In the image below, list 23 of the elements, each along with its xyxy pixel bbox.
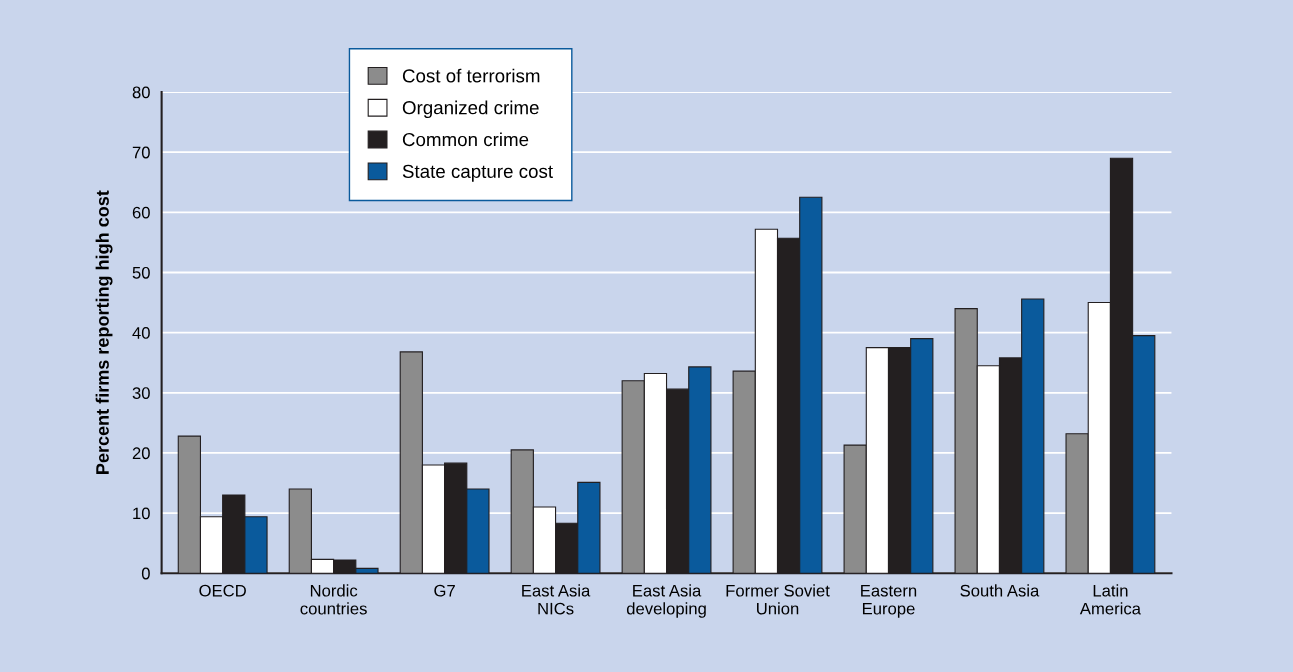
x-tick-label: Nordic countries: [300, 584, 367, 615]
x-tick-label: Latin America: [1079, 584, 1141, 615]
x-tick-label: East Asia NICs: [522, 584, 591, 615]
y-tick-label: 60: [132, 206, 150, 219]
y-tick-label: 80: [132, 86, 150, 99]
y-tick-label: 0: [141, 567, 150, 580]
x-tick-label: Eastern Europe: [861, 584, 917, 618]
legend-label: State capture cost: [402, 164, 553, 182]
x-tick-label: South Asia: [960, 584, 1040, 597]
legend-label: Cost of terrorism: [402, 68, 540, 83]
y-tick-label: 70: [132, 146, 150, 159]
x-tick-label: East Asia developing: [626, 584, 706, 618]
x-tick-label: OECD: [199, 584, 246, 597]
x-tick-label: Former Soviet Union: [726, 584, 830, 615]
y-tick-label: 10: [133, 507, 150, 520]
y-tick-label: 30: [132, 387, 150, 399]
y-tick-label: 40: [132, 327, 150, 339]
legend-label: Organized crime: [402, 100, 539, 119]
y-axis-title: Percent firms reporting high cost: [95, 190, 113, 474]
x-tick-label: G7: [434, 584, 455, 597]
y-tick-label: 50: [132, 266, 150, 279]
y-tick-label: 20: [132, 447, 150, 460]
legend-label: Common crime: [402, 132, 529, 147]
